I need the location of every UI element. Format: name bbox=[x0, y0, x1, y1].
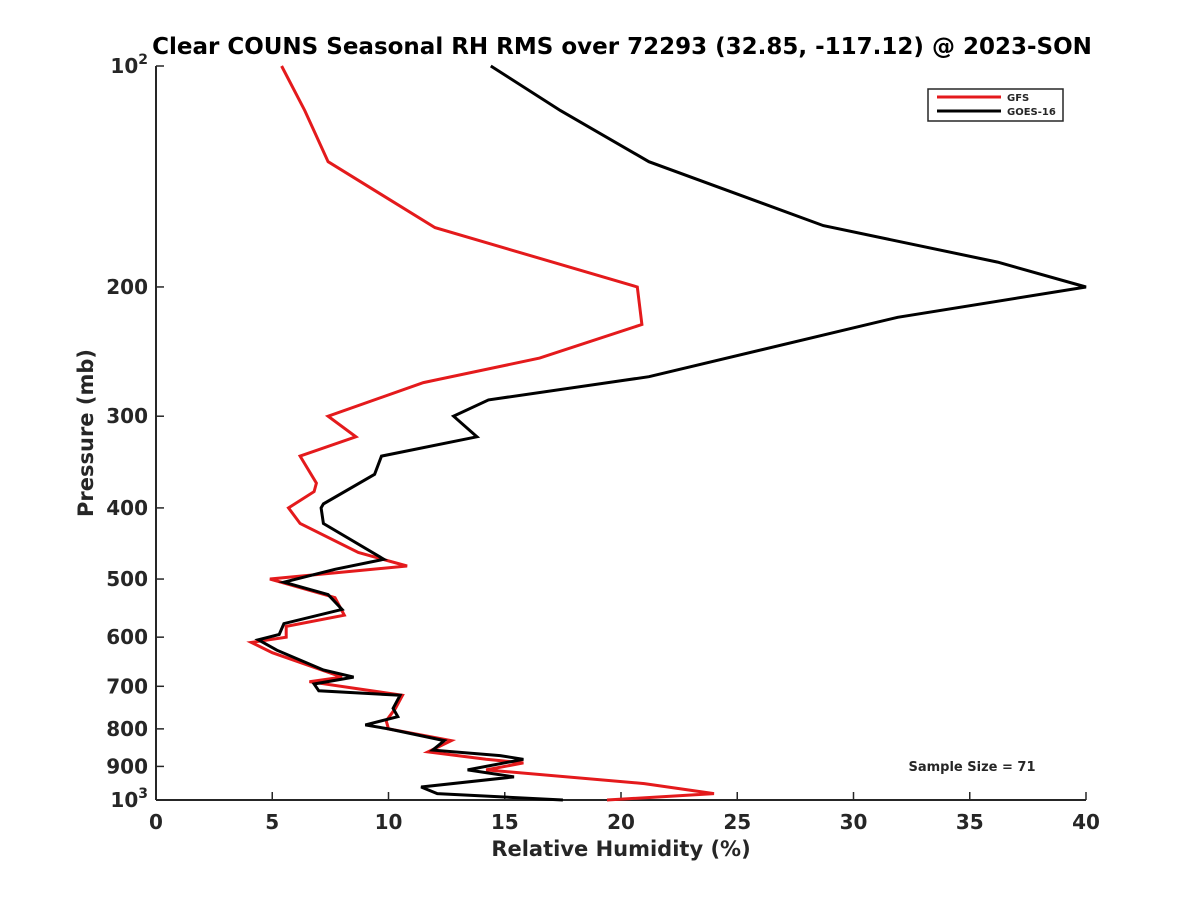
legend-box bbox=[927, 88, 1064, 122]
axes bbox=[155, 66, 1086, 801]
y-tick-base: 10 bbox=[110, 788, 138, 812]
y-tick-base: 10 bbox=[110, 54, 138, 78]
x-tick-label: 25 bbox=[723, 810, 751, 834]
x-ticks: 0 5 10 15 20 25 30 35 40 bbox=[149, 792, 1100, 834]
legend-label-gfs: GFS bbox=[1007, 93, 1029, 104]
y-tick-label: 103 bbox=[110, 786, 148, 812]
y-tick-label: 800 bbox=[106, 717, 148, 741]
y-tick-label: 300 bbox=[106, 404, 148, 428]
y-tick-base: 600 bbox=[106, 625, 148, 649]
x-tick-label: 35 bbox=[956, 810, 984, 834]
y-axis-label: Pressure (mb) bbox=[74, 349, 98, 517]
y-tick-label: 200 bbox=[106, 275, 148, 299]
y-tick-base: 900 bbox=[106, 754, 148, 778]
y-tick-label: 102 bbox=[110, 52, 148, 78]
x-tick-label: 10 bbox=[375, 810, 403, 834]
x-tick-label: 15 bbox=[491, 810, 519, 834]
series-line-goes16 bbox=[254, 64, 1087, 802]
x-tick-label: 20 bbox=[607, 810, 635, 834]
x-tick-label: 30 bbox=[840, 810, 868, 834]
y-tick-base: 400 bbox=[106, 496, 148, 520]
y-tick-label: 700 bbox=[106, 674, 148, 698]
y-tick-base: 200 bbox=[106, 275, 148, 299]
sample-size-annotation: Sample Size = 71 bbox=[908, 760, 1035, 775]
x-tick-label: 5 bbox=[265, 810, 279, 834]
y-tick-exponent: 3 bbox=[138, 786, 148, 802]
y-tick-base: 500 bbox=[106, 567, 148, 591]
y-tick-label: 600 bbox=[106, 625, 148, 649]
y-tick-base: 300 bbox=[106, 404, 148, 428]
x-axis-label: Relative Humidity (%) bbox=[491, 837, 750, 861]
series-layer bbox=[246, 64, 1087, 802]
y-tick-label: 900 bbox=[106, 754, 148, 778]
y-tick-base: 700 bbox=[106, 674, 148, 698]
y-tick-label: 400 bbox=[106, 496, 148, 520]
y-tick-exponent: 2 bbox=[138, 52, 148, 68]
y-tick-base: 800 bbox=[106, 717, 148, 741]
y-tick-label: 500 bbox=[106, 567, 148, 591]
legend: GFS GOES-16 bbox=[927, 88, 1064, 122]
legend-label-goes16: GOES-16 bbox=[1007, 107, 1056, 118]
x-tick-label: 40 bbox=[1072, 810, 1100, 834]
chart-title: Clear COUNS Seasonal RH RMS over 72293 (… bbox=[152, 34, 1092, 60]
x-tick-label: 0 bbox=[149, 810, 163, 834]
